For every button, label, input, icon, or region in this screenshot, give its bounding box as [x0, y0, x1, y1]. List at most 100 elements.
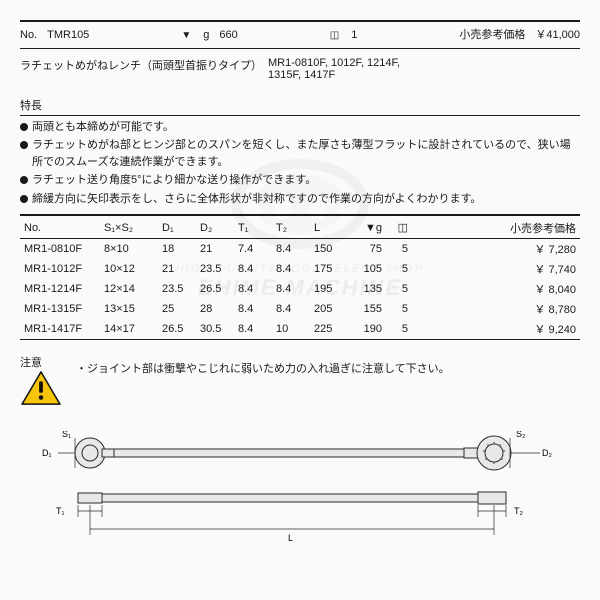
- table-cell: 8.4: [234, 319, 272, 340]
- table-cell: 26.5: [196, 279, 234, 299]
- table-cell: 10×12: [100, 259, 158, 279]
- table-cell: 155: [348, 299, 386, 319]
- table-cell: 75: [348, 238, 386, 259]
- table-row: MR1-1417F14×1726.530.58.4102251905￥ 9,24…: [20, 319, 580, 340]
- table-cell: 18: [158, 238, 196, 259]
- table-cell: 195: [310, 279, 348, 299]
- table-cell: 5: [386, 279, 412, 299]
- table-cell: 21: [196, 238, 234, 259]
- table-cell: ￥ 8,040: [412, 279, 580, 299]
- table-cell: 8.4: [272, 238, 310, 259]
- table-row: MR1-1214F12×1423.526.58.48.41951355￥ 8,0…: [20, 279, 580, 299]
- table-cell: 25: [158, 299, 196, 319]
- spec-table: No.S₁×S₂D₁D₂T₁T₂L▼g◫小売参考価格 MR1-0810F8×10…: [20, 218, 580, 340]
- col-header: 小売参考価格: [412, 218, 580, 239]
- col-header: S₁×S₂: [100, 218, 158, 239]
- table-cell: 5: [386, 259, 412, 279]
- header-row: No. TMR105 ▼ g 660 ◫ 1 小売参考価格 ￥41,000: [20, 24, 580, 46]
- svg-text:L: L: [288, 533, 293, 543]
- table-cell: 8.4: [234, 259, 272, 279]
- caution-text: ジョイント部は衝撃やこじれに弱いため力の入れ過ぎに注意して下さい。: [76, 360, 450, 376]
- col-header: ▼g: [348, 218, 386, 239]
- table-row: MR1-1315F13×1525288.48.42051555￥ 8,780: [20, 299, 580, 319]
- col-header: T₁: [234, 218, 272, 239]
- col-header: ◫: [386, 218, 412, 239]
- table-cell: 205: [310, 299, 348, 319]
- feature-item: ラチェット送り角度5°により細かな送り操作ができます。: [20, 171, 580, 190]
- table-cell: MR1-1315F: [20, 299, 100, 319]
- svg-text:D₁: D₁: [42, 448, 52, 458]
- col-header: L: [310, 218, 348, 239]
- table-cell: 5: [386, 319, 412, 340]
- product-models: MR1-0810F, 1012F, 1214F, 1315F, 1417F: [268, 57, 580, 81]
- product-no: TMR105: [47, 29, 89, 41]
- feature-item: ラチェットめがね部とヒンジ部とのスパンを短くし、また厚さも薄型フラットに設計され…: [20, 136, 580, 171]
- table-cell: 8.4: [272, 299, 310, 319]
- price-label: 小売参考価格: [459, 26, 525, 42]
- feature-item: 両頭とも本締めが可能です。: [20, 118, 580, 137]
- table-body: MR1-0810F8×1018217.48.4150755￥ 7,280MR1-…: [20, 238, 580, 339]
- table-cell: MR1-1214F: [20, 279, 100, 299]
- table-cell: 8.4: [272, 279, 310, 299]
- col-header: D₂: [196, 218, 234, 239]
- weight-value: 660: [219, 29, 237, 41]
- table-cell: ￥ 8,780: [412, 299, 580, 319]
- table-cell: 12×14: [100, 279, 158, 299]
- table-cell: 8.4: [234, 299, 272, 319]
- feature-item: 締緩方向に矢印表示をし、さらに全体形状が非対称ですので作業の方向がよくわかります…: [20, 190, 580, 209]
- rule: [20, 48, 580, 49]
- weight-icon: ▼: [181, 30, 191, 41]
- no-label: No.: [20, 29, 37, 41]
- qty-icon: ◫: [330, 30, 339, 41]
- weight-unit: g: [203, 29, 209, 41]
- table-cell: MR1-1417F: [20, 319, 100, 340]
- caution-heading: 注意: [20, 354, 62, 370]
- title-row: ラチェットめがねレンチ（両頭型首振りタイプ） MR1-0810F, 1012F,…: [20, 51, 580, 87]
- table-cell: MR1-1012F: [20, 259, 100, 279]
- svg-text:T₁: T₁: [56, 506, 65, 516]
- table-cell: 14×17: [100, 319, 158, 340]
- table-cell: 8.4: [272, 259, 310, 279]
- col-header: D₁: [158, 218, 196, 239]
- table-cell: 135: [348, 279, 386, 299]
- price-value: ￥41,000: [535, 26, 580, 42]
- rule-top: [20, 20, 580, 22]
- svg-text:T₂: T₂: [514, 506, 523, 516]
- table-cell: 10: [272, 319, 310, 340]
- svg-text:S₁: S₁: [62, 431, 71, 439]
- product-name: ラチェットめがねレンチ（両頭型首振りタイプ）: [20, 57, 262, 81]
- table-row: MR1-0810F8×1018217.48.4150755￥ 7,280: [20, 238, 580, 259]
- svg-text:D₂: D₂: [542, 448, 552, 458]
- table-cell: ￥ 7,740: [412, 259, 580, 279]
- models-line1: MR1-0810F, 1012F, 1214F,: [268, 57, 580, 69]
- table-cell: 23.5: [158, 279, 196, 299]
- table-cell: 8×10: [100, 238, 158, 259]
- table-cell: 8.4: [234, 279, 272, 299]
- table-header-row: No.S₁×S₂D₁D₂T₁T₂L▼g◫小売参考価格: [20, 218, 580, 239]
- features-list: 両頭とも本締めが可能です。 ラチェットめがね部とヒンジ部とのスパンを短くし、また…: [20, 118, 580, 209]
- table-cell: 21: [158, 259, 196, 279]
- table-cell: 30.5: [196, 319, 234, 340]
- table-cell: 7.4: [234, 238, 272, 259]
- table-cell: 175: [310, 259, 348, 279]
- table-cell: 150: [310, 238, 348, 259]
- table-cell: 5: [386, 299, 412, 319]
- wrench-diagram: D₁ S₁ S₂ D₂ T₁: [20, 431, 580, 551]
- table-cell: 28: [196, 299, 234, 319]
- table-cell: MR1-0810F: [20, 238, 100, 259]
- table-cell: 26.5: [158, 319, 196, 340]
- caution-block: 注意 ジョイント部は衝撃やこじれに弱いため力の入れ過ぎに注意して下さい。: [20, 354, 580, 409]
- warning-icon: [20, 370, 62, 406]
- table-row: MR1-1012F10×122123.58.48.41751055￥ 7,740: [20, 259, 580, 279]
- col-header: No.: [20, 218, 100, 239]
- table-cell: 105: [348, 259, 386, 279]
- models-line2: 1315F, 1417F: [268, 69, 580, 81]
- features-heading: 特長: [20, 97, 580, 113]
- rule: [20, 214, 580, 216]
- table-cell: ￥ 7,280: [412, 238, 580, 259]
- col-header: T₂: [272, 218, 310, 239]
- rule: [20, 115, 580, 116]
- qty-value: 1: [351, 29, 357, 41]
- table-cell: 5: [386, 238, 412, 259]
- table-cell: 23.5: [196, 259, 234, 279]
